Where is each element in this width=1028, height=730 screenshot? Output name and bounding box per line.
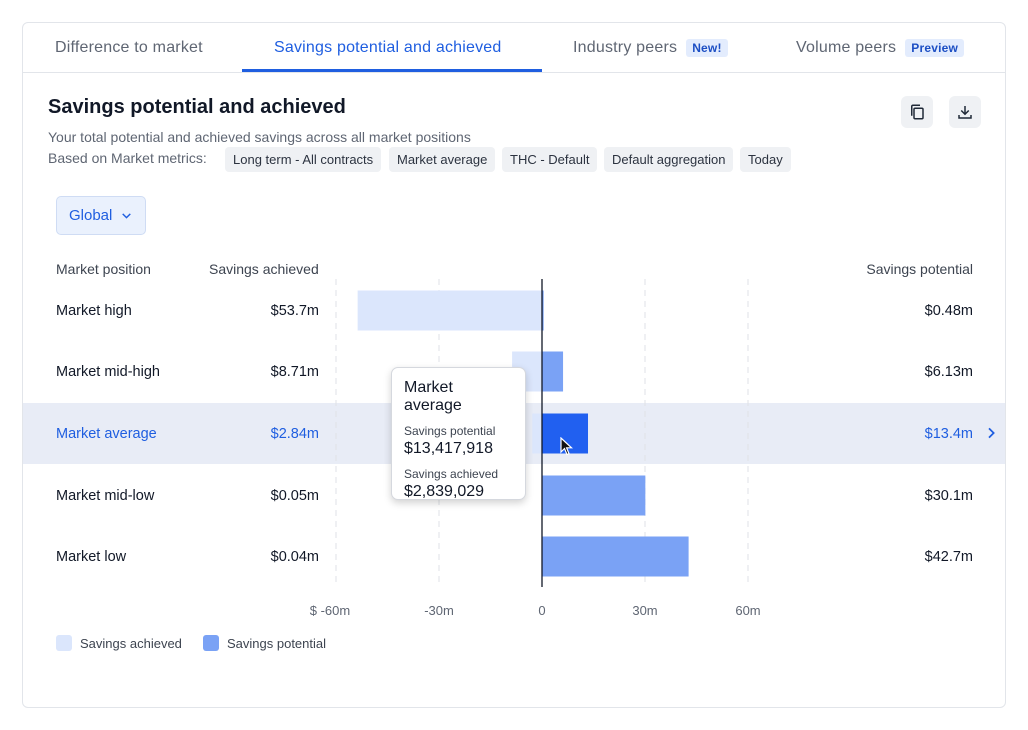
chart-tooltip: Market average Savings potential $13,417… — [391, 367, 526, 500]
preview-badge: Preview — [905, 39, 965, 57]
chevron-right-icon[interactable] — [983, 425, 999, 441]
x-tick-label: $ -60m — [309, 603, 351, 618]
row-achieved-value: $8.71m — [270, 363, 319, 380]
savings-bar-chart — [335, 279, 749, 587]
row-label: Market average — [56, 425, 157, 442]
row-label: Market high — [56, 302, 132, 319]
row-achieved-value: $0.04m — [270, 548, 319, 565]
bar-achieved[interactable] — [532, 413, 542, 454]
tooltip-potential-label: Savings potential — [404, 424, 496, 438]
row-achieved-value: $53.7m — [270, 302, 319, 319]
tab-difference-to-market[interactable]: Difference to market — [55, 23, 203, 73]
tab-bar: Difference to market Savings potential a… — [23, 23, 1005, 73]
table-row-market-mid-low[interactable]: Market mid-low $0.05m $30.1m — [23, 465, 1005, 526]
based-on-label: Based on Market metrics: — [48, 150, 207, 166]
x-tick-label: 30m — [632, 603, 658, 618]
tab-label: Difference to market — [55, 39, 203, 56]
row-potential-value: $6.13m — [924, 363, 973, 380]
section-title: Savings potential and achieved — [48, 96, 346, 118]
tab-industry-peers[interactable]: Industry peers New! — [573, 23, 728, 73]
new-badge: New! — [686, 39, 728, 57]
tab-savings-potential[interactable]: Savings potential and achieved — [274, 23, 502, 73]
tab-label: Industry peers — [573, 39, 678, 56]
tab-label: Volume peers — [796, 39, 897, 56]
legend-label: Savings potential — [227, 635, 327, 651]
chip-aggregation: Default aggregation — [604, 147, 734, 172]
region-dropdown-value: Global — [69, 207, 113, 224]
download-button[interactable] — [949, 96, 981, 128]
legend-label: Savings achieved — [80, 635, 182, 651]
row-achieved-value: $0.05m — [270, 487, 319, 504]
column-header-position: Market position — [56, 261, 151, 277]
tooltip-title: Market average — [404, 379, 462, 414]
chip-market-reference: Market average — [389, 147, 496, 172]
row-potential-value: $30.1m — [924, 487, 973, 504]
legend-swatch-achieved — [56, 635, 72, 651]
chip-date: Today — [740, 147, 791, 172]
row-label: Market mid-low — [56, 487, 155, 504]
bar-potential[interactable] — [542, 536, 689, 577]
x-tick-label: 0 — [538, 603, 546, 618]
row-potential-value: $0.48m — [924, 302, 973, 319]
bar-achieved[interactable] — [357, 290, 542, 331]
column-header-potential: Savings potential — [866, 261, 973, 277]
tab-label: Savings potential and achieved — [274, 39, 502, 56]
download-icon — [958, 106, 972, 119]
table-row-market-low[interactable]: Market low $0.04m $42.7m — [23, 526, 1005, 587]
x-tick-label: -30m — [424, 603, 454, 618]
row-achieved-value: $2.84m — [270, 425, 319, 442]
tab-volume-peers[interactable]: Volume peers Preview — [796, 23, 965, 73]
savings-card: Difference to market Savings potential a… — [22, 22, 1006, 708]
row-label: Market mid-high — [56, 363, 160, 380]
row-potential-value: $13.4m — [924, 425, 973, 442]
region-dropdown[interactable]: Global — [56, 196, 146, 235]
bar-potential[interactable] — [542, 351, 564, 392]
copy-icon — [911, 104, 924, 120]
column-header-achieved: Savings achieved — [209, 261, 319, 277]
legend-item-achieved: Savings achieved — [56, 635, 182, 651]
copy-button[interactable] — [901, 96, 933, 128]
chevron-down-icon — [122, 213, 132, 219]
chip-thc: THC - Default — [502, 147, 598, 172]
chip-contract-scope: Long term - All contracts — [225, 147, 382, 172]
tooltip-achieved-value: $2,839,029 — [404, 483, 485, 500]
active-tab-indicator — [242, 69, 542, 72]
x-tick-label: 60m — [735, 603, 761, 618]
row-potential-value: $42.7m — [924, 548, 973, 565]
legend-item-potential: Savings potential — [203, 635, 326, 651]
section-subtitle: Your total potential and achieved saving… — [48, 129, 471, 145]
bar-potential[interactable] — [542, 290, 544, 331]
tooltip-potential-value: $13,417,918 — [404, 440, 493, 457]
legend-swatch-potential — [203, 635, 219, 651]
row-label: Market low — [56, 548, 127, 565]
table-row-market-high[interactable]: Market high $53.7m $0.48m — [23, 280, 1005, 341]
bar-potential[interactable] — [542, 475, 646, 516]
tooltip-achieved-label: Savings achieved — [404, 467, 499, 481]
mouse-cursor-icon — [560, 437, 574, 456]
table-row-market-mid-high[interactable]: Market mid-high $8.71m $6.13m — [23, 341, 1005, 402]
